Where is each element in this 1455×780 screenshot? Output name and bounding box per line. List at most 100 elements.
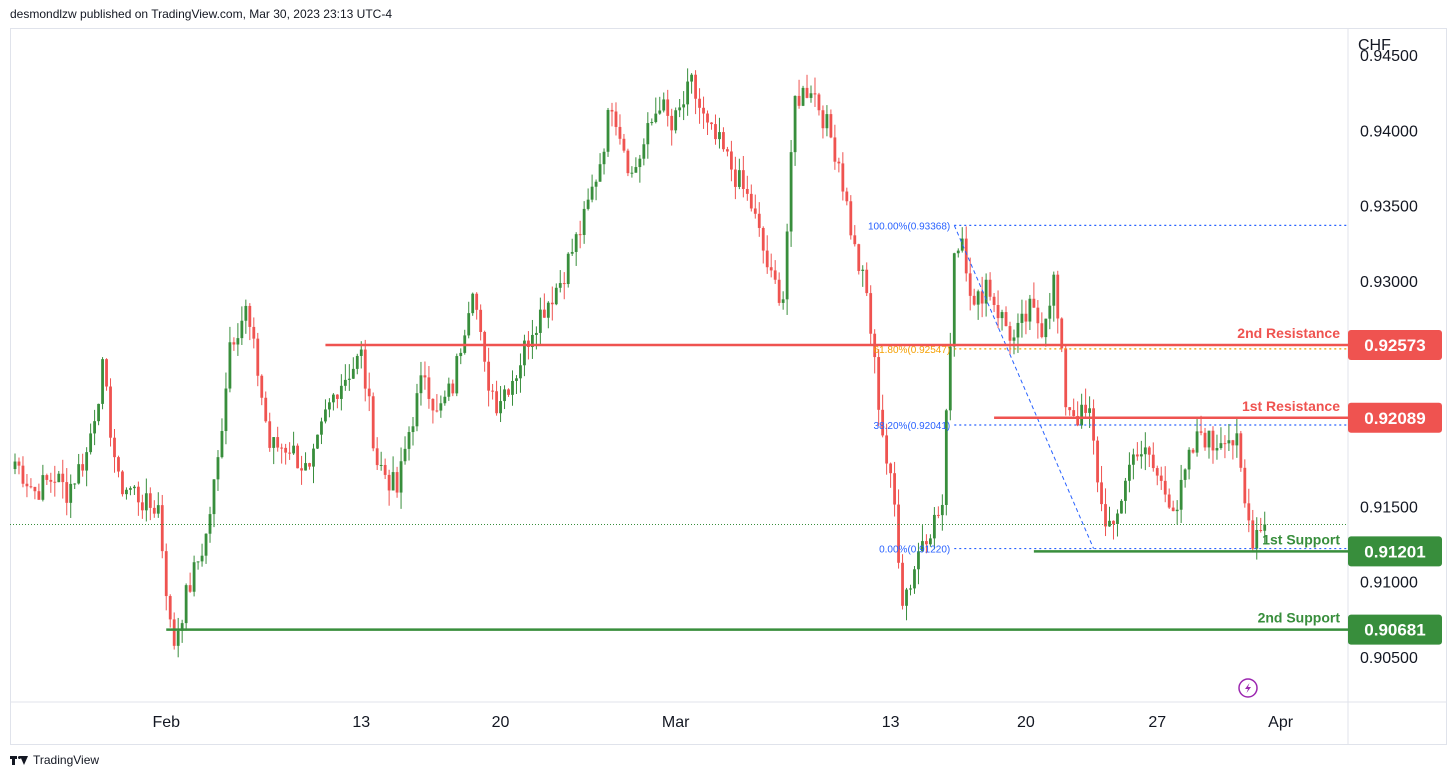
candle: [996, 290, 1000, 329]
candle: [1163, 466, 1167, 503]
candle: [1096, 436, 1099, 493]
candle: [825, 105, 829, 137]
candle: [992, 293, 996, 313]
candle: [1064, 345, 1068, 416]
candle: [45, 473, 49, 485]
candle: [582, 201, 586, 244]
candle: [554, 283, 558, 306]
candle: [367, 372, 371, 412]
candle: [1092, 399, 1095, 455]
candle: [1056, 270, 1060, 334]
candle: [642, 138, 646, 166]
candle: [391, 456, 395, 491]
time-tick-label: 13: [882, 714, 900, 731]
candle: [797, 79, 801, 109]
level-label: 2nd Support: [1258, 610, 1341, 626]
candle: [519, 353, 522, 393]
candle: [144, 478, 148, 522]
candle: [136, 481, 140, 516]
candle: [25, 474, 29, 498]
candle: [125, 487, 128, 500]
candle: [769, 253, 773, 278]
time-tick-label: Feb: [152, 714, 180, 731]
candle: [459, 348, 463, 365]
price-axis[interactable]: CHF 0.94500 0.94000 0.93500 0.93000 0.91500 0…: [1358, 37, 1418, 667]
candle: [515, 375, 518, 394]
candles-layer: [13, 68, 1267, 658]
candle: [363, 339, 367, 402]
candle: [89, 423, 93, 455]
candle: [944, 408, 948, 516]
candle: [93, 409, 96, 446]
candle: [586, 188, 590, 211]
candle: [789, 139, 793, 247]
candle: [618, 114, 622, 145]
candle: [97, 403, 100, 426]
candle: [65, 468, 69, 516]
candle: [395, 466, 399, 498]
candle: [53, 465, 57, 497]
candle: [702, 96, 705, 129]
candle: [423, 361, 427, 390]
brand-label: TradingView: [33, 753, 100, 767]
candle: [578, 220, 582, 249]
candle: [841, 152, 845, 201]
candle: [276, 426, 280, 452]
candle: [403, 436, 407, 465]
candle: [109, 378, 112, 447]
candle: [77, 453, 81, 485]
footer-brand[interactable]: TradingView: [10, 753, 99, 767]
candle: [483, 330, 487, 372]
candle: [777, 272, 781, 306]
candle: [765, 235, 769, 274]
candle: [956, 248, 960, 258]
candle: [184, 583, 188, 631]
price-badge-value: 0.90681: [1364, 621, 1425, 640]
candle: [431, 398, 435, 424]
candle: [984, 273, 988, 317]
candle: [546, 301, 550, 329]
candle: [666, 89, 670, 127]
candle: [837, 157, 841, 173]
fib-level-label: 100.00%(0.93368): [868, 221, 950, 232]
candle: [399, 447, 403, 509]
candle: [733, 156, 737, 200]
candle: [785, 223, 789, 315]
candle: [853, 225, 857, 247]
candle: [714, 114, 717, 145]
lightning-icon[interactable]: [1238, 678, 1258, 698]
price-tick-label: 0.94500: [1360, 48, 1418, 65]
overlays-layer: 100.00%(0.93368) 61.80%(0.92547) 38.20%(0.…: [10, 221, 1442, 645]
candle: [57, 470, 61, 483]
candle: [901, 554, 904, 610]
candle: [710, 122, 713, 130]
candle: [292, 431, 295, 455]
candle: [371, 392, 375, 452]
candle: [1016, 313, 1020, 353]
candle: [821, 105, 825, 139]
candle: [375, 437, 379, 470]
time-axis[interactable]: Feb 13 20 Mar 13 20 27 Apr: [152, 714, 1293, 731]
candle: [300, 455, 303, 485]
candle: [152, 500, 156, 518]
candle: [1040, 312, 1044, 339]
candle: [1072, 398, 1076, 417]
candle: [538, 297, 542, 345]
candle: [1219, 427, 1223, 450]
candle: [542, 293, 546, 318]
candle: [355, 353, 359, 375]
candle: [228, 326, 232, 393]
candle: [129, 486, 132, 496]
candle: [570, 238, 574, 256]
candle: [1135, 442, 1139, 461]
candle: [140, 494, 144, 519]
candle: [801, 85, 805, 107]
candle: [1235, 418, 1239, 458]
candle: [988, 272, 992, 301]
candle: [415, 383, 419, 432]
candle: [805, 74, 809, 99]
candle: [566, 252, 570, 288]
candle: [614, 102, 618, 136]
candle: [913, 566, 916, 594]
